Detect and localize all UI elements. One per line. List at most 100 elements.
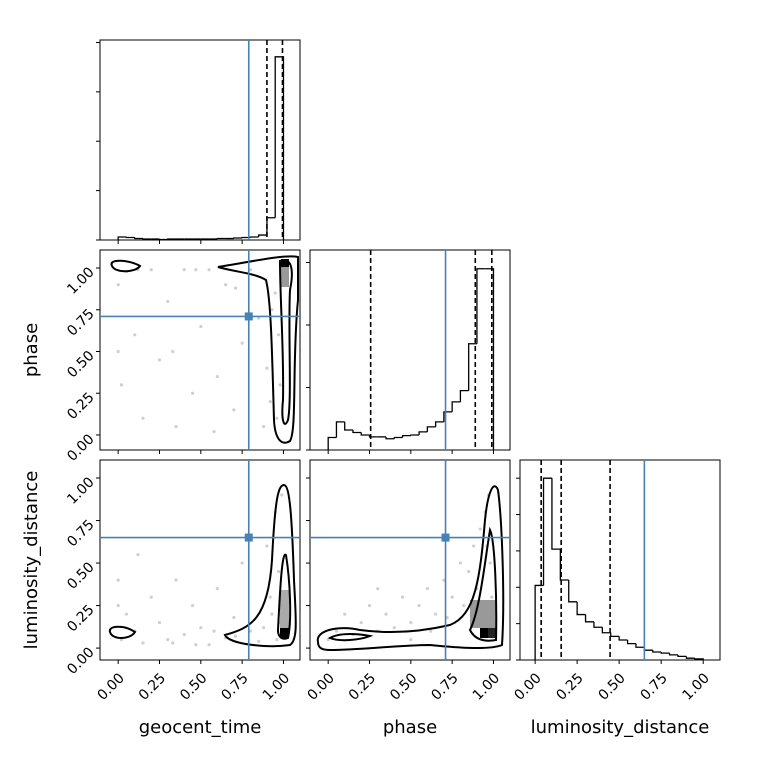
hist-step — [593, 621, 603, 628]
sample-point — [462, 603, 466, 608]
hist-step — [117, 236, 127, 240]
y-axis-label: phase — [21, 323, 42, 377]
sample-point — [182, 632, 186, 637]
y-tick-label: 0.50 — [64, 559, 97, 592]
sample-point — [149, 268, 153, 272]
hist-step — [266, 217, 276, 236]
contour — [316, 485, 505, 652]
hist-step — [468, 343, 477, 391]
sample-point — [194, 268, 198, 272]
hist-step — [534, 584, 544, 660]
contour — [223, 483, 297, 648]
sample-point — [232, 615, 236, 620]
sample-point — [429, 629, 433, 633]
panel-frame — [99, 459, 301, 661]
sample-point — [116, 349, 120, 354]
hist-step — [335, 421, 345, 438]
contour — [327, 633, 374, 642]
hist-step — [451, 401, 461, 412]
sample-point — [133, 333, 137, 337]
sample-point — [359, 620, 363, 625]
contour — [217, 255, 299, 444]
sample-point — [262, 425, 266, 429]
sample-point — [141, 641, 145, 645]
hist-step — [352, 430, 362, 434]
density-cell — [470, 600, 496, 628]
sample-point — [270, 612, 274, 616]
hist-step — [685, 656, 695, 659]
sample-point — [280, 493, 284, 497]
sample-point — [149, 595, 153, 599]
y-tick-label: 0.00 — [64, 431, 97, 464]
hist-step — [426, 426, 436, 432]
hist-step — [542, 477, 552, 586]
x-tick-label: 0.00 — [94, 670, 127, 703]
sample-point — [199, 324, 203, 329]
hist-step — [418, 431, 428, 435]
y-tick-label: 0.25 — [64, 602, 97, 635]
panel-frame — [99, 249, 301, 451]
hist-step — [393, 436, 403, 439]
hist-step — [677, 654, 687, 658]
hist-step — [694, 658, 704, 660]
x-tick-label: 1.00 — [679, 670, 712, 703]
x-tick-label: 0.50 — [177, 670, 210, 703]
hist-step — [610, 632, 620, 638]
panel-frame — [309, 249, 511, 451]
hist-step — [360, 432, 370, 436]
hist-step — [652, 650, 662, 653]
hist-step — [258, 234, 267, 238]
sample-point — [190, 391, 195, 395]
sample-point — [207, 643, 211, 647]
sample-point — [268, 595, 272, 599]
hist-step — [668, 653, 678, 656]
x-tick-label: 1.00 — [470, 670, 503, 703]
sample-point — [276, 569, 281, 574]
sample-point — [199, 626, 203, 630]
sample-point — [392, 626, 396, 630]
hist-step — [559, 549, 569, 581]
sample-point — [434, 612, 438, 616]
hist-step — [551, 478, 561, 550]
contour — [278, 259, 293, 425]
hist-step — [385, 436, 395, 440]
sample-point — [384, 612, 388, 616]
sample-point — [278, 383, 282, 387]
sample-point — [488, 561, 492, 565]
sample-point — [171, 641, 175, 645]
sample-point — [268, 399, 272, 404]
y-tick-label: 0.75 — [64, 517, 97, 550]
hist-step — [601, 627, 611, 634]
x-tick-label: 0.75 — [637, 670, 670, 703]
sample-point — [124, 612, 129, 616]
x-axis-label: phase — [383, 717, 437, 738]
density-cell — [280, 590, 289, 628]
contour — [276, 553, 292, 640]
overlay-layer: 0.00 0.25 0.50 0.75 1.00luminosity_distance0… — [21, 39, 721, 738]
sample-point — [257, 639, 261, 643]
y-tick-label: 0.75 — [64, 306, 97, 339]
contour — [468, 526, 498, 642]
y-tick-label: 1.00 — [64, 474, 97, 507]
sample-point — [194, 643, 198, 647]
sample-point — [171, 349, 175, 354]
x-tick-label: 0.50 — [595, 670, 628, 703]
sample-point — [326, 637, 330, 642]
hist-step — [635, 643, 645, 648]
panel-frame — [519, 459, 721, 661]
sample-point — [233, 634, 238, 638]
x-tick-label: 0.75 — [428, 670, 461, 703]
hist-step — [584, 614, 594, 623]
hist-step — [327, 436, 337, 450]
y-tick-label: 0.25 — [64, 390, 97, 423]
x-tick-label: 0.75 — [218, 670, 251, 703]
contour — [110, 259, 142, 273]
sample-point — [215, 586, 219, 591]
panel-frame — [99, 39, 301, 241]
hist-step — [576, 601, 586, 616]
hist-step — [485, 268, 495, 450]
hist-step — [476, 268, 486, 344]
sample-point — [425, 586, 429, 591]
sample-point — [409, 637, 413, 642]
